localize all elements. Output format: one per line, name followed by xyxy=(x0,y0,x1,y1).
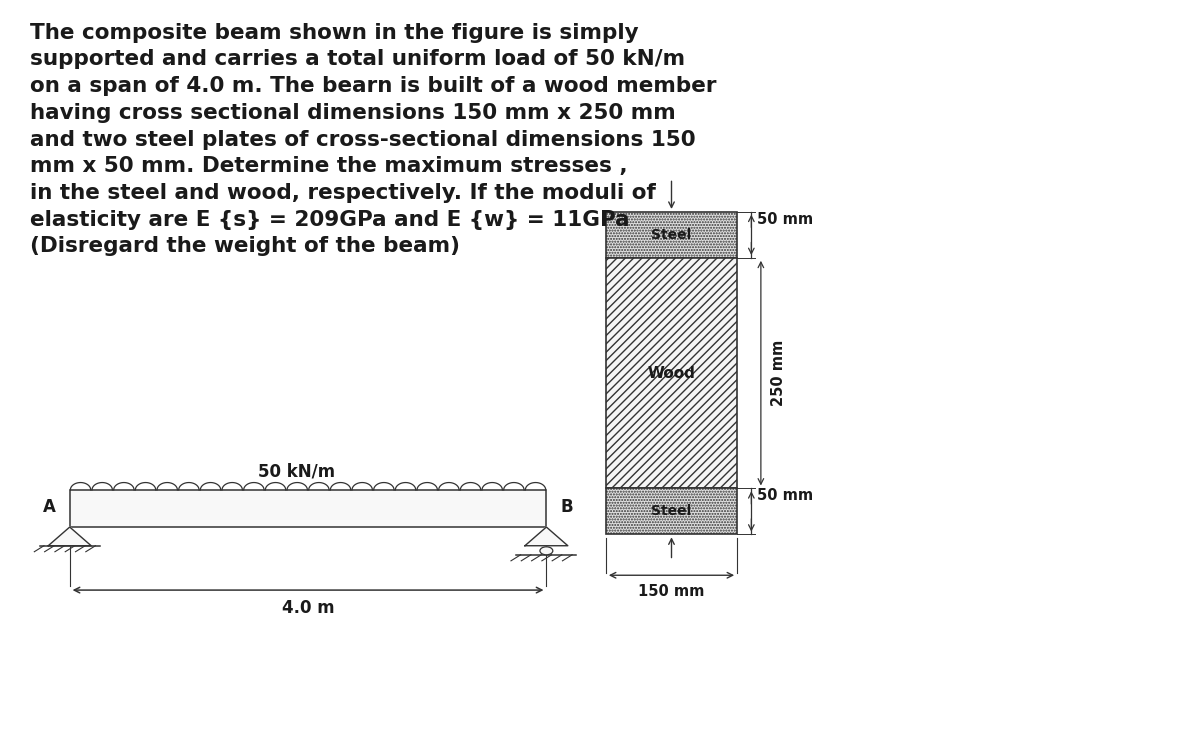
Text: 50 kN/m: 50 kN/m xyxy=(258,463,335,481)
Polygon shape xyxy=(48,527,91,546)
Text: 250 mm: 250 mm xyxy=(772,340,786,406)
Circle shape xyxy=(540,547,553,555)
Text: A: A xyxy=(42,498,55,516)
Text: Steel: Steel xyxy=(652,505,691,518)
Bar xyxy=(606,488,737,535)
Text: 50 mm: 50 mm xyxy=(757,488,814,503)
Text: 50 mm: 50 mm xyxy=(757,211,814,226)
Text: 150 mm: 150 mm xyxy=(638,584,704,599)
Bar xyxy=(606,258,737,488)
Text: Wood: Wood xyxy=(648,366,696,381)
Text: B: B xyxy=(560,498,574,516)
Bar xyxy=(70,490,546,527)
Text: The composite beam shown in the figure is simply
supported and carries a total u: The composite beam shown in the figure i… xyxy=(30,22,716,256)
Text: Steel: Steel xyxy=(652,228,691,242)
Polygon shape xyxy=(524,527,568,546)
Bar xyxy=(606,211,737,258)
Text: 4.0 m: 4.0 m xyxy=(282,599,335,617)
